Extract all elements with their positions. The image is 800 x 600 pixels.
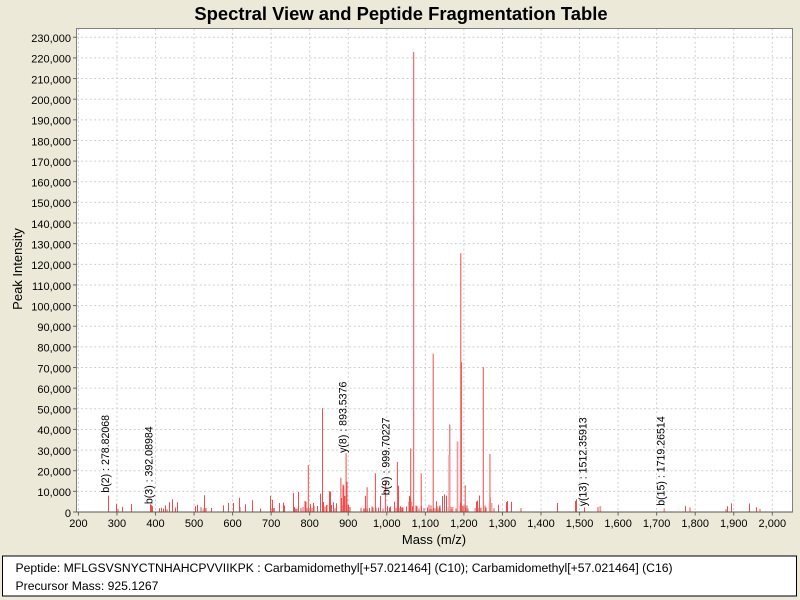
svg-text:500: 500: [185, 518, 203, 530]
svg-text:900: 900: [339, 518, 357, 530]
svg-text:100,000: 100,000: [31, 301, 71, 313]
svg-text:300: 300: [108, 518, 126, 530]
svg-text:220,000: 220,000: [31, 54, 71, 66]
svg-text:110,000: 110,000: [32, 281, 71, 293]
svg-text:200: 200: [69, 518, 87, 530]
svg-text:210,000: 210,000: [31, 74, 71, 86]
svg-text:y(8) : 893.5376: y(8) : 893.5376: [337, 382, 349, 453]
svg-text:120,000: 120,000: [31, 260, 71, 272]
svg-text:800: 800: [301, 518, 319, 530]
svg-text:230,000: 230,000: [31, 33, 71, 45]
svg-text:b(15) : 1719.26514: b(15) : 1719.26514: [655, 416, 667, 506]
svg-text:90,000: 90,000: [37, 322, 71, 334]
svg-text:70,000: 70,000: [37, 363, 71, 375]
svg-text:40,000: 40,000: [37, 425, 71, 437]
svg-text:400: 400: [146, 518, 164, 530]
svg-text:170,000: 170,000: [31, 157, 71, 169]
svg-text:10,000: 10,000: [37, 487, 71, 499]
svg-text:Peak Intensity: Peak Intensity: [10, 228, 25, 310]
svg-text:1,500: 1,500: [566, 518, 594, 530]
svg-text:b(3) : 392.08984: b(3) : 392.08984: [144, 426, 156, 504]
svg-text:2,000: 2,000: [759, 518, 787, 530]
svg-text:700: 700: [262, 518, 280, 530]
svg-text:1,700: 1,700: [643, 518, 671, 530]
svg-text:190,000: 190,000: [31, 116, 71, 128]
svg-text:80,000: 80,000: [37, 343, 71, 355]
svg-text:1,200: 1,200: [450, 518, 478, 530]
svg-text:Spectral View and Peptide Frag: Spectral View and Peptide Fragmentation …: [194, 3, 607, 24]
svg-text:Peptide: MFLGSVSNYCTNHAHCPVVII: Peptide: MFLGSVSNYCTNHAHCPVVIIKPK : Carb…: [16, 561, 673, 575]
svg-text:1,300: 1,300: [489, 518, 517, 530]
svg-text:1,600: 1,600: [604, 518, 632, 530]
svg-text:1,400: 1,400: [527, 518, 555, 530]
svg-text:600: 600: [223, 518, 241, 530]
svg-text:b(2) : 278.82068: b(2) : 278.82068: [100, 415, 112, 493]
svg-text:60,000: 60,000: [37, 384, 71, 396]
svg-text:b(9) : 999.70227: b(9) : 999.70227: [380, 417, 392, 495]
svg-text:200,000: 200,000: [31, 95, 71, 107]
svg-text:0: 0: [65, 508, 71, 520]
svg-text:150,000: 150,000: [31, 198, 71, 210]
svg-text:y(13) : 1512.35913: y(13) : 1512.35913: [578, 417, 590, 506]
svg-text:50,000: 50,000: [37, 405, 71, 417]
svg-text:1,900: 1,900: [720, 518, 748, 530]
svg-text:130,000: 130,000: [31, 239, 71, 251]
svg-text:140,000: 140,000: [31, 219, 71, 231]
svg-text:1,000: 1,000: [373, 518, 401, 530]
svg-text:Mass (m/z): Mass (m/z): [402, 532, 466, 547]
svg-text:160,000: 160,000: [31, 178, 71, 190]
svg-text:1,100: 1,100: [412, 518, 440, 530]
svg-text:1,800: 1,800: [681, 518, 709, 530]
svg-text:20,000: 20,000: [37, 467, 71, 479]
svg-text:30,000: 30,000: [37, 446, 71, 458]
svg-text:Precursor Mass: 925.1267: Precursor Mass: 925.1267: [16, 579, 159, 593]
svg-text:180,000: 180,000: [31, 136, 71, 148]
